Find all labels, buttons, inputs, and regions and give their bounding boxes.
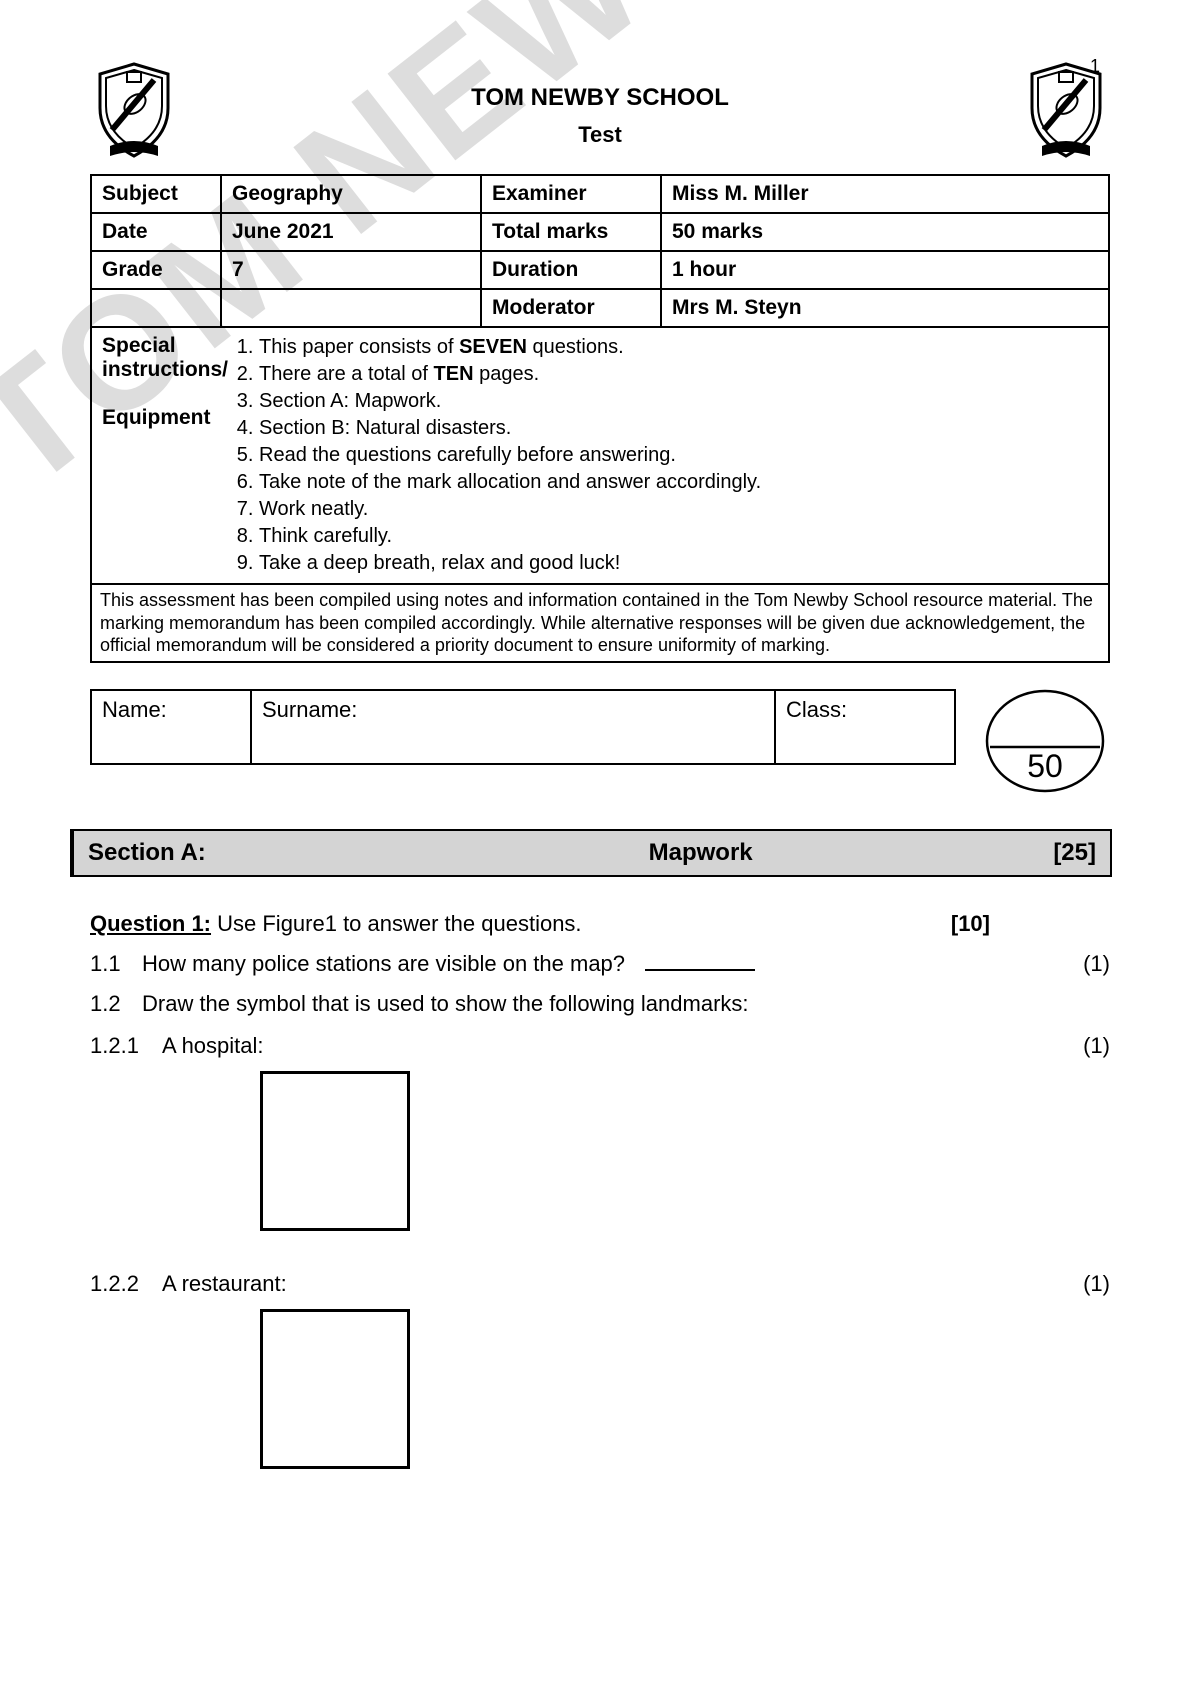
q-1-2-2-number: 1.2.2 bbox=[90, 1271, 162, 1297]
answer-blank[interactable] bbox=[645, 969, 755, 971]
label-moderator: Moderator bbox=[481, 289, 661, 327]
section-title: Mapwork bbox=[348, 839, 1053, 867]
name-table: Name: Surname: Class: bbox=[90, 689, 956, 765]
q-1-2-1-text: A hospital: bbox=[162, 1033, 1050, 1059]
value-duration: 1 hour bbox=[661, 251, 1109, 289]
instructions-list: This paper consists of SEVEN questions. … bbox=[221, 327, 1109, 584]
value-subject: Geography bbox=[221, 175, 481, 213]
q-1-1-mark: (1) bbox=[1050, 951, 1110, 977]
label-subject: Subject bbox=[91, 175, 221, 213]
section-label: Section A: bbox=[88, 839, 348, 867]
school-crest-right bbox=[1022, 60, 1110, 160]
cell-empty bbox=[221, 289, 481, 327]
score-badge: 50 bbox=[980, 689, 1110, 799]
section-marks: [25] bbox=[1053, 839, 1096, 867]
value-examiner: Miss M. Miller bbox=[661, 175, 1109, 213]
score-total: 50 bbox=[980, 748, 1110, 785]
q-1-2-2-mark: (1) bbox=[1050, 1271, 1110, 1297]
value-grade: 7 bbox=[221, 251, 481, 289]
draw-box-restaurant[interactable] bbox=[260, 1309, 410, 1469]
crest-icon bbox=[90, 60, 178, 160]
question-1-heading: Question 1: Use Figure1 to answer the qu… bbox=[90, 911, 951, 937]
q-1-2-text: Draw the symbol that is used to show the… bbox=[142, 991, 1050, 1017]
q-1-1-text: How many police stations are visible on … bbox=[142, 951, 1050, 977]
question-1-block: Question 1: Use Figure1 to answer the qu… bbox=[90, 911, 1110, 1469]
label-duration: Duration bbox=[481, 251, 661, 289]
label-date: Date bbox=[91, 213, 221, 251]
draw-box-hospital[interactable] bbox=[260, 1071, 410, 1231]
crest-icon bbox=[1022, 60, 1110, 160]
disclaimer-text: This assessment has been compiled using … bbox=[90, 585, 1110, 663]
document-header: TOM NEWBY SCHOOL Test bbox=[90, 60, 1110, 160]
label-name[interactable]: Name: bbox=[91, 690, 251, 764]
value-moderator: Mrs M. Steyn bbox=[661, 289, 1109, 327]
label-grade: Grade bbox=[91, 251, 221, 289]
label-class[interactable]: Class: bbox=[775, 690, 955, 764]
q-1-1-number: 1.1 bbox=[90, 951, 142, 977]
label-surname[interactable]: Surname: bbox=[251, 690, 775, 764]
info-table: Subject Geography Examiner Miss M. Mille… bbox=[90, 174, 1110, 585]
label-special-instructions: Special instructions/ Equipment bbox=[91, 327, 221, 584]
section-header: Section A: Mapwork [25] bbox=[70, 829, 1112, 877]
name-row: Name: Surname: Class: 50 bbox=[90, 689, 1110, 799]
question-1-marks: [10] bbox=[951, 911, 990, 937]
label-total-marks: Total marks bbox=[481, 213, 661, 251]
value-date: June 2021 bbox=[221, 213, 481, 251]
value-total-marks: 50 marks bbox=[661, 213, 1109, 251]
document-subtitle: Test bbox=[178, 122, 1022, 148]
school-crest-left bbox=[90, 60, 178, 160]
q-1-2-1-mark: (1) bbox=[1050, 1033, 1110, 1059]
q-1-2-2-text: A restaurant: bbox=[162, 1271, 1050, 1297]
label-examiner: Examiner bbox=[481, 175, 661, 213]
q-1-2-1-number: 1.2.1 bbox=[90, 1033, 162, 1059]
school-name: TOM NEWBY SCHOOL bbox=[178, 84, 1022, 112]
cell-empty bbox=[91, 289, 221, 327]
q-1-2-number: 1.2 bbox=[90, 991, 142, 1017]
